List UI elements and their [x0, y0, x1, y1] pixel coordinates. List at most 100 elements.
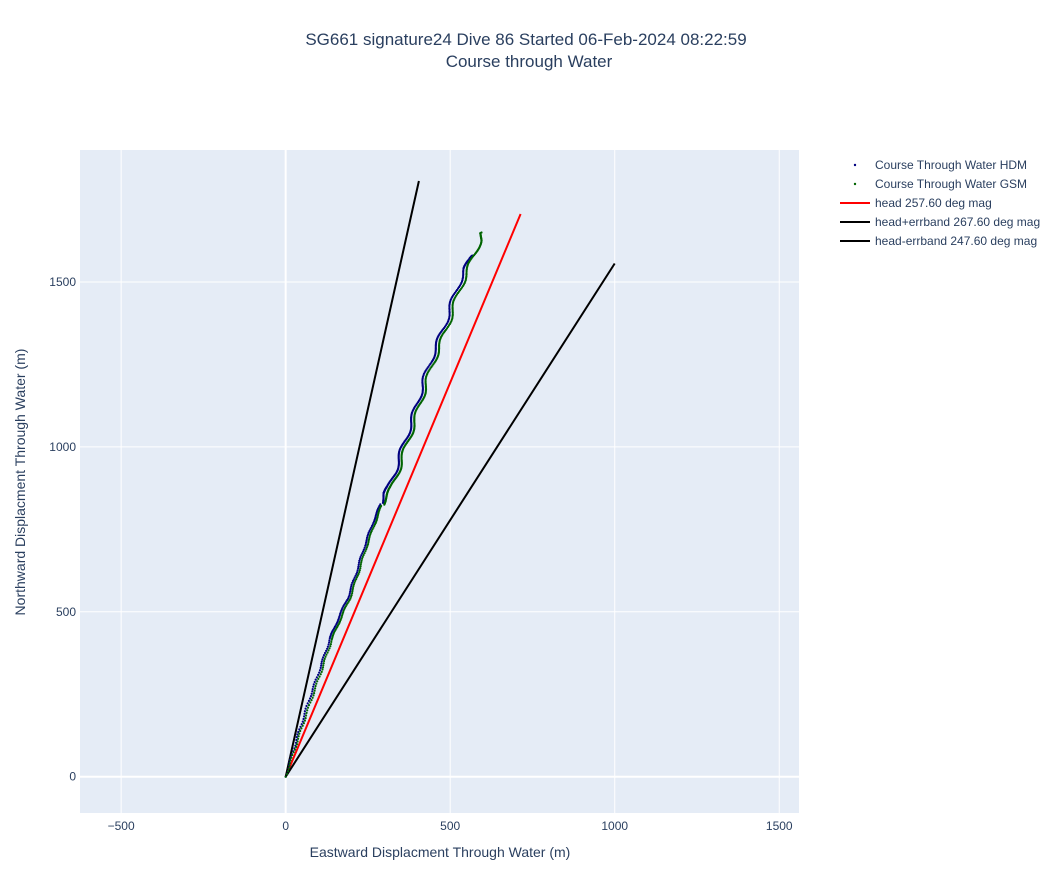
y-tick-label: 0 — [69, 770, 76, 784]
data-point — [354, 579, 357, 583]
legend-item[interactable]: head 257.60 deg mag — [840, 196, 992, 210]
plot-area[interactable] — [80, 150, 799, 813]
data-point — [323, 659, 326, 663]
data-point — [329, 643, 332, 646]
data-point — [370, 526, 373, 529]
data-point — [357, 561, 361, 564]
data-point — [323, 657, 326, 661]
data-point — [362, 548, 365, 551]
data-point — [318, 671, 321, 674]
data-point — [306, 709, 309, 712]
y-tick-label: 1000 — [49, 440, 76, 454]
data-point — [299, 725, 302, 728]
data-point — [363, 552, 366, 555]
data-point — [351, 588, 354, 591]
data-point — [313, 692, 316, 695]
data-point — [303, 712, 306, 715]
data-point — [292, 751, 295, 754]
data-point — [288, 762, 291, 765]
data-point — [354, 574, 357, 577]
data-point — [312, 685, 315, 688]
series-line-2 — [284, 213, 522, 778]
series-markers-1 — [284, 231, 483, 778]
data-point — [351, 592, 354, 595]
y-tick-labels: 0 500 1000 1500 — [49, 275, 76, 784]
data-point — [319, 673, 322, 676]
legend-item[interactable]: Course Through Water HDM — [853, 158, 1027, 172]
data-point — [310, 692, 313, 695]
data-point — [344, 605, 347, 608]
data-point — [308, 697, 312, 700]
data-point — [344, 602, 347, 605]
data-point — [318, 669, 322, 672]
data-point — [311, 696, 314, 699]
data-point — [347, 595, 350, 599]
data-point — [358, 570, 361, 574]
legend-label: head+errband 267.60 deg mag — [875, 215, 1040, 229]
data-point — [314, 687, 317, 690]
data-point — [330, 640, 333, 644]
data-point — [362, 553, 365, 557]
data-point — [298, 728, 301, 731]
series-markers-0 — [284, 254, 474, 778]
data-point — [299, 729, 302, 733]
data-point — [352, 585, 355, 588]
data-point — [323, 651, 327, 655]
data-point — [328, 639, 331, 642]
data-point — [304, 707, 307, 710]
data-point — [297, 730, 300, 734]
series-line-3 — [284, 180, 420, 777]
data-point — [358, 559, 361, 563]
legend-item[interactable]: Course Through Water GSM — [853, 177, 1027, 191]
data-point — [284, 775, 287, 778]
data-point — [317, 677, 320, 681]
y-tick-label: 500 — [56, 605, 76, 619]
data-point — [367, 533, 370, 536]
data-point — [326, 647, 329, 650]
data-point — [352, 583, 355, 586]
legend-item[interactable]: head-errband 247.60 deg mag — [840, 234, 1037, 248]
grid-lines — [80, 150, 799, 813]
data-point — [348, 594, 351, 597]
chart-title: SG661 signature24 Dive 86 Started 06-Feb… — [305, 30, 746, 49]
data-point — [287, 770, 290, 773]
data-point — [302, 722, 305, 725]
data-point — [351, 586, 355, 590]
data-point — [355, 572, 358, 576]
data-point — [349, 587, 352, 590]
legend-swatch — [853, 182, 857, 186]
data-point — [309, 695, 313, 698]
data-point — [322, 656, 325, 659]
data-point — [297, 735, 300, 738]
data-point — [320, 660, 323, 663]
data-point — [305, 711, 308, 715]
legend-label: Course Through Water GSM — [875, 177, 1027, 191]
data-point — [355, 578, 358, 581]
data-point — [311, 688, 314, 691]
data-point — [353, 576, 356, 579]
legend-label: head-errband 247.60 deg mag — [875, 234, 1037, 248]
data-point — [369, 528, 372, 531]
data-point — [320, 670, 323, 674]
data-point — [359, 567, 362, 570]
data-point — [311, 690, 314, 693]
data-point — [328, 641, 331, 644]
data-point — [303, 715, 306, 718]
data-point — [317, 673, 320, 677]
data-point — [296, 733, 299, 736]
data-point — [356, 571, 359, 574]
data-point — [359, 565, 362, 568]
data-point — [380, 504, 383, 508]
data-point — [353, 581, 356, 584]
data-point — [295, 736, 298, 739]
data-point — [357, 567, 360, 570]
data-point — [309, 701, 312, 704]
data-point — [360, 559, 363, 562]
data-point — [358, 569, 361, 572]
legend-item[interactable]: head+errband 267.60 deg mag — [840, 215, 1040, 229]
series-line-4 — [284, 262, 616, 778]
data-point — [356, 574, 359, 577]
data-point — [305, 704, 308, 708]
data-point — [301, 724, 304, 727]
